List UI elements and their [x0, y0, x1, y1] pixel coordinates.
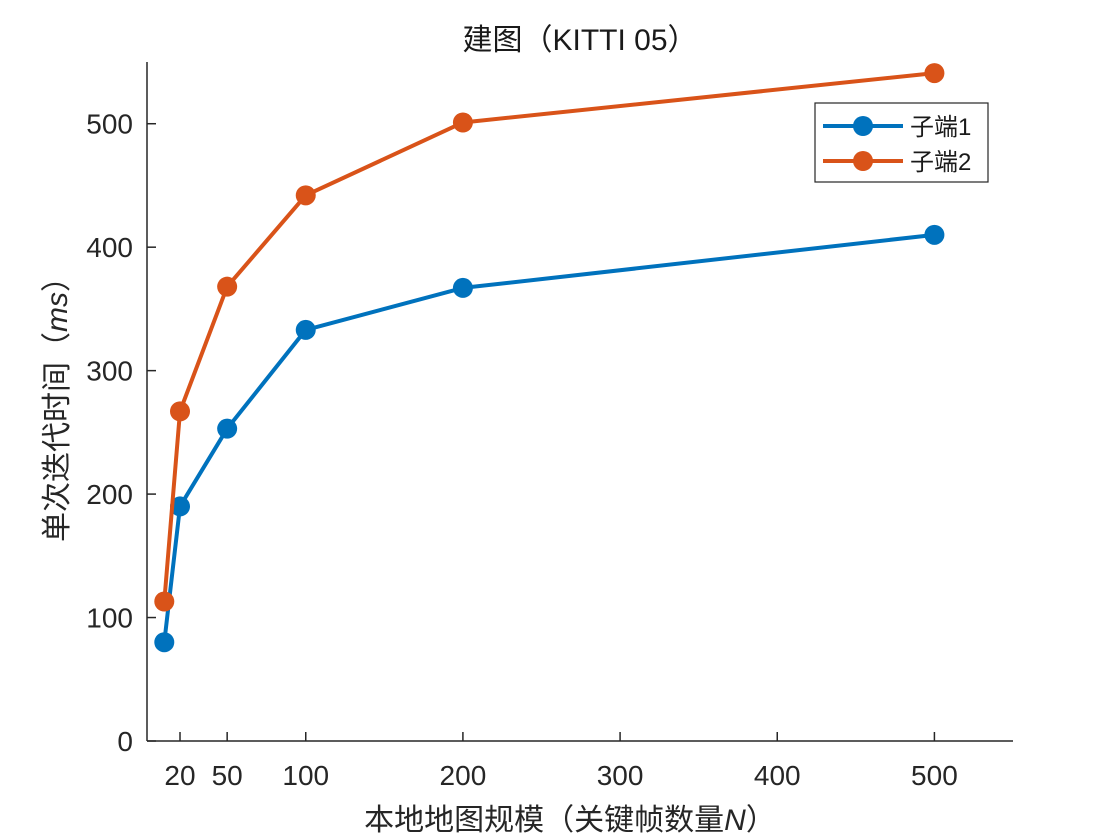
x-tick-label: 200 [440, 760, 487, 791]
y-tick-label: 300 [86, 356, 133, 387]
data-point [452, 277, 473, 298]
series-line [162, 71, 935, 602]
data-point [170, 401, 191, 422]
y-tick-label: 0 [117, 726, 133, 757]
x-tick-label: 50 [212, 760, 243, 791]
data-point [154, 591, 175, 612]
legend-label: 子端1 [910, 114, 971, 141]
data-point [924, 224, 945, 245]
series-1 [154, 224, 945, 653]
data-point [217, 418, 238, 439]
data-point [295, 319, 316, 340]
y-tick-label: 100 [86, 603, 133, 634]
legend-box [814, 102, 989, 183]
chart-title: 建图（KITTI 05） [462, 24, 697, 57]
x-tick-label: 100 [282, 760, 329, 791]
x-tick-label: 20 [164, 760, 195, 791]
y-axis-label: 单次迭代时间（ms） [41, 262, 74, 542]
y-ticks: 0 100 200 300 400 500 [86, 109, 156, 757]
series-2 [154, 63, 945, 612]
data-point [924, 63, 945, 84]
data-point [295, 185, 316, 206]
legend-marker [853, 151, 873, 171]
axes [146, 62, 1013, 742]
y-tick-label: 400 [86, 232, 133, 263]
x-tick-label: 400 [754, 760, 801, 791]
x-tick-label: 300 [597, 760, 644, 791]
legend-label: 子端2 [910, 149, 971, 176]
x-ticks: 20 50 100 200 300 400 500 [164, 732, 958, 791]
data-point [217, 276, 238, 297]
x-axis-label: 本地地图规模（关键帧数量N） [364, 804, 776, 837]
y-tick-label: 500 [86, 109, 133, 140]
y-tick-label: 200 [86, 479, 133, 510]
data-point [170, 496, 191, 517]
data-point [452, 112, 473, 133]
series-line [162, 232, 935, 643]
x-tick-label: 500 [911, 760, 958, 791]
series-layer [154, 63, 945, 653]
data-point [154, 632, 175, 653]
legend-marker [853, 116, 873, 136]
